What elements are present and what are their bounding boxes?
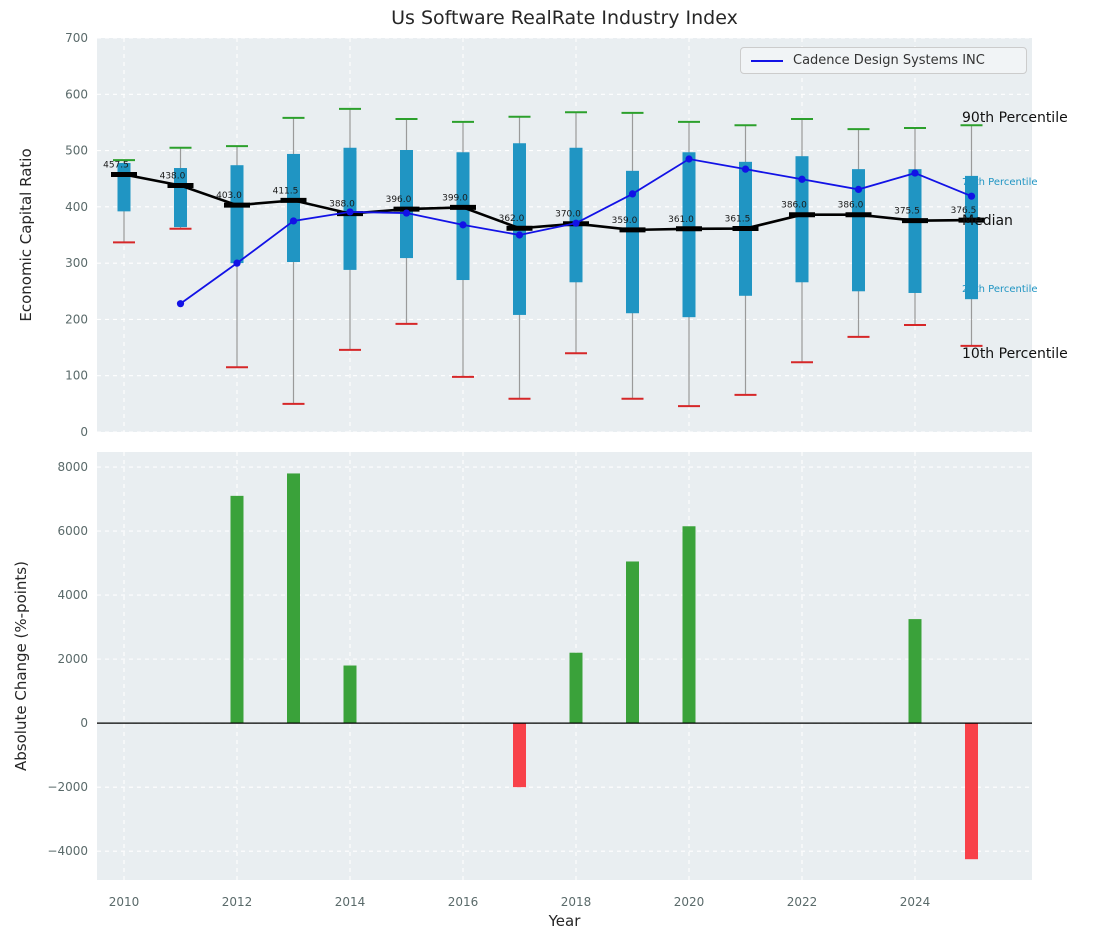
y-axis-label-top: Economic Capital Ratio	[17, 148, 35, 322]
legend-label: Cadence Design Systems INC	[793, 53, 985, 68]
company-marker	[289, 217, 298, 225]
median-value-label: 396.0	[386, 195, 412, 205]
iqr-box	[795, 156, 809, 283]
iqr-box	[682, 152, 696, 318]
median-value-label: 362.0	[499, 214, 525, 224]
chart-title: Us Software RealRate Industry Index	[391, 7, 738, 29]
median-value-label: 386.0	[838, 201, 864, 211]
y-tick-label: 600	[65, 87, 88, 101]
annotation-90th-percentile: 90th Percentile	[962, 110, 1068, 126]
median-value-label: 403.0	[216, 191, 242, 201]
company-marker	[515, 231, 524, 239]
x-tick-label: 2012	[222, 895, 253, 909]
y-tick-label: 300	[65, 256, 88, 270]
median-value-label: 359.0	[612, 216, 638, 226]
median-value-label: 457.5	[103, 160, 129, 170]
company-marker	[798, 175, 806, 183]
change-bar	[230, 495, 244, 724]
median-value-label: 388.0	[329, 200, 355, 210]
median-value-label: 376.5	[951, 206, 977, 216]
change-bar	[626, 561, 639, 724]
annotation-25th-percentile: 25th Percentile	[962, 284, 1038, 295]
company-marker	[346, 208, 354, 216]
median-value-label: 386.0	[781, 201, 807, 211]
y-tick-label: 0	[80, 716, 88, 730]
y-axis-label-bottom: Absolute Change (%-points)	[12, 561, 30, 771]
y-tick-label: −2000	[47, 780, 88, 794]
x-tick-label: 2014	[335, 895, 366, 909]
iqr-box	[852, 169, 865, 292]
annotation-10th-percentile: 10th Percentile	[962, 346, 1068, 362]
y-tick-label: 6000	[57, 524, 88, 538]
median-line	[123, 173, 972, 232]
change-bar	[682, 526, 696, 724]
company-marker	[233, 259, 241, 267]
x-tick-label: 2018	[561, 895, 592, 909]
change-bar	[287, 473, 300, 724]
company-marker	[967, 192, 976, 200]
legend: Cadence Design Systems INC	[740, 47, 1027, 74]
iqr-box	[287, 153, 300, 263]
bottom-axes-background	[97, 452, 1032, 880]
annotation-75th-percentile: 75th Percentile	[962, 177, 1038, 188]
x-tick-label: 2020	[674, 895, 705, 909]
x-axis-label: Year	[548, 912, 581, 930]
iqr-box	[456, 152, 470, 281]
median-value-label: 438.0	[160, 171, 186, 181]
iqr-box	[569, 147, 583, 283]
change-bar	[343, 665, 357, 724]
y-tick-label: −4000	[47, 844, 88, 858]
iqr-box	[965, 175, 978, 300]
iqr-box	[908, 169, 922, 293]
y-tick-label: 200	[65, 312, 88, 326]
company-marker	[911, 169, 919, 177]
company-marker	[741, 165, 750, 173]
x-tick-label: 2024	[900, 895, 931, 909]
median-value-label: 361.0	[668, 215, 694, 225]
x-tick-label: 2022	[787, 895, 818, 909]
median-value-label: 411.5	[273, 186, 299, 196]
y-tick-label: 500	[65, 144, 88, 158]
company-marker	[572, 219, 580, 227]
change-bar	[908, 619, 922, 724]
y-tick-label: 700	[65, 31, 88, 45]
company-marker	[685, 155, 693, 163]
iqr-box	[174, 168, 187, 228]
median-value-label: 399.0	[442, 193, 468, 203]
company-marker	[176, 300, 185, 308]
y-tick-label: 8000	[57, 460, 88, 474]
change-bar	[965, 723, 978, 860]
x-tick-label: 2010	[109, 895, 140, 909]
company-marker	[628, 190, 637, 198]
legend-line-sample-icon	[751, 59, 783, 62]
company-marker	[459, 221, 467, 229]
company-marker	[854, 185, 863, 194]
y-tick-label: 4000	[57, 588, 88, 602]
change-bar	[513, 723, 526, 788]
company-marker	[402, 209, 411, 217]
iqr-box	[626, 170, 639, 314]
median-value-label: 361.5	[725, 215, 751, 225]
top-axes-background	[97, 38, 1032, 432]
annotation-median: Median	[962, 213, 1013, 229]
change-bar	[569, 652, 583, 724]
median-value-label: 370.0	[555, 210, 581, 220]
iqr-box	[230, 165, 244, 264]
y-tick-label: 0	[80, 425, 88, 439]
y-tick-label: 2000	[57, 652, 88, 666]
x-tick-label: 2016	[448, 895, 479, 909]
iqr-box	[400, 150, 413, 259]
y-tick-label: 100	[65, 369, 88, 383]
y-tick-label: 400	[65, 200, 88, 214]
median-value-label: 375.5	[894, 207, 920, 217]
